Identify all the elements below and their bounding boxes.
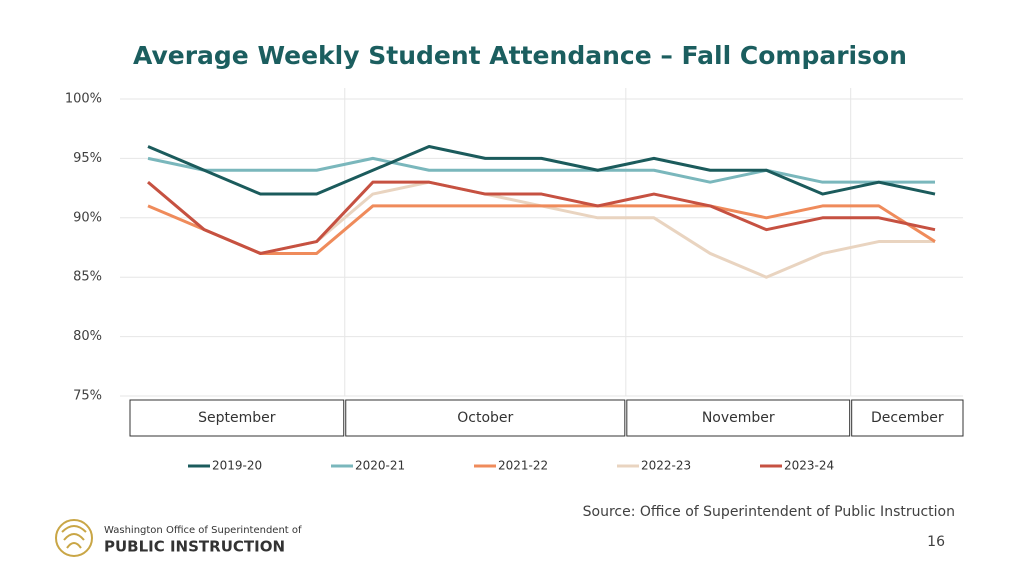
- month-label: December: [871, 410, 944, 426]
- chart-title: Average Weekly Student Attendance – Fall…: [133, 41, 907, 70]
- y-tick-label: 95%: [73, 151, 102, 166]
- legend-label: 2021-22: [498, 459, 548, 473]
- series-line: [147, 145, 936, 196]
- logo-text: Washington Office of Superintendent of: [104, 525, 302, 536]
- logo-lines: [61, 525, 87, 549]
- logo: [55, 519, 93, 557]
- month-label: November: [702, 410, 775, 426]
- y-tick-label: 100%: [65, 92, 102, 107]
- series-line: [147, 156, 935, 184]
- y-tick-label: 80%: [73, 329, 102, 344]
- month-box: [851, 399, 964, 437]
- month-box: [345, 399, 626, 437]
- month-label: October: [457, 410, 513, 426]
- legend-label: 2023-24: [784, 459, 834, 473]
- series-line: [147, 204, 936, 255]
- logo-text: PUBLIC INSTRUCTION: [104, 538, 285, 556]
- y-tick-label: 75%: [73, 389, 102, 404]
- legend-label: 2020-21: [355, 459, 405, 473]
- month-box: [129, 399, 345, 437]
- page-number: 16: [927, 534, 945, 550]
- logo-ring: [55, 519, 93, 557]
- series-line: [147, 180, 935, 279]
- source: Source: Office of Superintendent of Publ…: [583, 504, 955, 520]
- series-line: [147, 180, 936, 255]
- legend-label: 2019-20: [212, 459, 262, 473]
- month-label: September: [198, 410, 276, 426]
- month-box: [626, 399, 851, 437]
- legend-label: 2022-23: [641, 459, 691, 473]
- y-tick-label: 85%: [73, 270, 102, 285]
- y-tick-label: 90%: [73, 210, 102, 225]
